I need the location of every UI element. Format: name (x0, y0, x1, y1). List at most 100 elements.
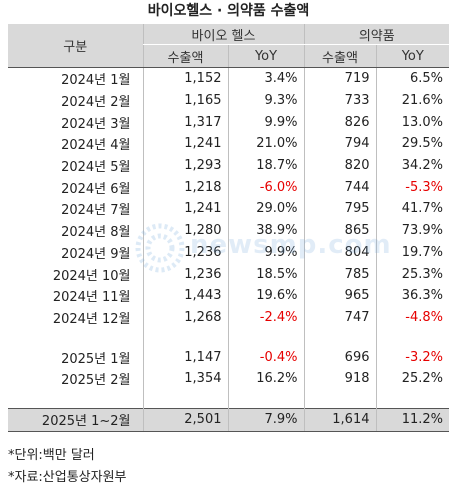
source-note: *자료:산업통상자원부 (8, 470, 127, 485)
ph-yoy-cell: 6.5% (375, 67, 450, 90)
bio-yoy-cell: 29.0% (227, 198, 304, 220)
ph-yoy-cell: 73.9% (375, 219, 450, 242)
table-row: 2025년 2월 1,354 16.2% 918 25.2% (8, 367, 450, 390)
ph-export-cell: 794 (303, 133, 376, 155)
bio-export-cell: 1,241 (142, 133, 228, 155)
table-row: 2024년 6월 1,218 -6.0% 744 -5.3% (8, 176, 450, 199)
table-row: 2024년 10월 1,236 18.5% 785 25.3% (8, 263, 450, 285)
bio-export-cell: 1,236 (142, 241, 228, 264)
header-pharma: 의약품 (303, 24, 450, 45)
row-label: 2024년 6월 (61, 181, 131, 197)
bio-yoy-cell: 9.3% (227, 89, 304, 112)
ph-export-cell: 733 (303, 89, 376, 112)
table-row: 2024년 4월 1,241 21.0% 794 29.5% (8, 133, 450, 155)
table-row: 2024년 5월 1,293 18.7% 820 34.2% (8, 154, 450, 177)
ph-yoy-cell: -3.2% (375, 346, 450, 368)
ph-export-cell: 744 (303, 176, 376, 199)
bio-export-cell: 1,293 (142, 154, 228, 177)
bio-export-cell: 1,218 (142, 176, 228, 199)
footnotes: *단위:백만 달러 *자료:산업통상자원부 (8, 445, 127, 489)
row-label: 2024년 2월 (61, 95, 131, 111)
ph-yoy-cell: 11.2% (375, 407, 450, 432)
bio-yoy-cell: 3.4% (227, 67, 304, 90)
row-label: 2024년 1월 (61, 73, 131, 89)
ph-export-cell: 1,614 (303, 407, 376, 432)
table-row: 2024년 8월 1,280 38.9% 865 73.9% (8, 219, 450, 242)
ph-yoy-cell: 25.2% (375, 367, 450, 390)
bio-yoy-cell: -2.4% (227, 306, 304, 329)
bio-yoy-cell: 16.2% (227, 367, 304, 390)
header-bio-export: 수출액 (142, 44, 228, 68)
bio-export-cell: 1,236 (142, 263, 228, 285)
ph-export-cell: 804 (303, 241, 376, 264)
row-label: 2024년 10월 (52, 268, 131, 284)
ph-yoy-cell: -4.8% (375, 306, 450, 329)
row-label: 2024년 4월 (61, 138, 131, 154)
row-label: 2024년 8월 (61, 225, 131, 241)
bio-yoy-cell: 9.9% (227, 111, 304, 134)
ph-export-cell: 965 (303, 284, 376, 307)
ph-export-cell: 826 (303, 111, 376, 134)
bio-yoy-cell: 18.5% (227, 263, 304, 285)
bio-export-cell: 2,501 (142, 407, 228, 432)
bio-export-cell: 1,152 (142, 67, 228, 90)
bio-yoy-cell: 18.7% (227, 154, 304, 177)
ph-export-cell: 747 (303, 306, 376, 329)
header-bio-yoy: YoY (227, 44, 304, 68)
table-row: 2024년 3월 1,317 9.9% 826 13.0% (8, 111, 450, 134)
row-label: 2024년 5월 (61, 160, 131, 176)
bio-yoy-cell: 19.6% (227, 284, 304, 307)
ph-export-cell: 785 (303, 263, 376, 285)
row-label: 2024년 3월 (61, 116, 131, 132)
ph-yoy-cell: 29.5% (375, 133, 450, 155)
table-row: 2024년 11월 1,443 19.6% 965 36.3% (8, 284, 450, 307)
bio-yoy-cell: 38.9% (227, 219, 304, 242)
ph-export-cell: 719 (303, 67, 376, 90)
ph-export-cell: 795 (303, 198, 376, 220)
ph-export-cell: 865 (303, 219, 376, 242)
ph-yoy-cell: 13.0% (375, 111, 450, 134)
ph-export-cell: 820 (303, 154, 376, 177)
spacer-row (8, 328, 450, 347)
bio-export-cell: 1,443 (142, 284, 228, 307)
row-label: 2025년 1~2월 (8, 407, 143, 432)
export-table: 구분 바이오 헬스 의약품 수출액 YoY 수출액 YoY 2024년 1월 1,… (8, 24, 450, 432)
table-row: 2024년 9월 1,236 9.9% 804 19.7% (8, 241, 450, 264)
ph-yoy-cell: 41.7% (375, 198, 450, 220)
bio-yoy-cell: 7.9% (227, 407, 304, 432)
table-row: 2024년 12월 1,268 -2.4% 747 -4.8% (8, 306, 450, 329)
bio-export-cell: 1,241 (142, 198, 228, 220)
ph-yoy-cell: 34.2% (375, 154, 450, 177)
bio-export-cell: 1,268 (142, 306, 228, 329)
table-row: 2024년 2월 1,165 9.3% 733 21.6% (8, 89, 450, 112)
header-ph-export: 수출액 (303, 44, 376, 68)
table-row: 2024년 1월 1,152 3.4% 719 6.5% (8, 67, 450, 90)
bio-yoy-cell: 21.0% (227, 133, 304, 155)
ph-yoy-cell: 19.7% (375, 241, 450, 264)
bio-export-cell: 1,354 (142, 367, 228, 390)
bio-export-cell: 1,280 (142, 219, 228, 242)
header-ph-yoy: YoY (375, 44, 450, 68)
header-biohealth: 바이오 헬스 (142, 24, 304, 45)
spacer-row (8, 389, 450, 409)
row-label: 2024년 11월 (52, 290, 131, 306)
bio-yoy-cell: -6.0% (227, 176, 304, 199)
ph-yoy-cell: -5.3% (375, 176, 450, 199)
ph-export-cell: 696 (303, 346, 376, 368)
row-label: 2025년 1월 (61, 351, 131, 367)
ph-export-cell: 918 (303, 367, 376, 390)
ph-yoy-cell: 36.3% (375, 284, 450, 307)
table-title: 바이오헬스 · 의약품 수출액 (147, 3, 310, 19)
header-gubun: 구분 (8, 24, 143, 68)
ph-yoy-cell: 21.6% (375, 89, 450, 112)
table-row: 2025년 1월 1,147 -0.4% 696 -3.2% (8, 346, 450, 368)
total-row: 2025년 1~2월 2,501 7.9% 1,614 11.2% (8, 407, 450, 432)
row-label: 2024년 9월 (61, 246, 131, 262)
bio-export-cell: 1,317 (142, 111, 228, 134)
table-row: 2024년 7월 1,241 29.0% 795 41.7% (8, 198, 450, 220)
bio-export-cell: 1,147 (142, 346, 228, 368)
row-label: 2025년 2월 (61, 373, 131, 389)
bio-yoy-cell: 9.9% (227, 241, 304, 264)
row-label: 2024년 7월 (61, 203, 131, 219)
bio-export-cell: 1,165 (142, 89, 228, 112)
